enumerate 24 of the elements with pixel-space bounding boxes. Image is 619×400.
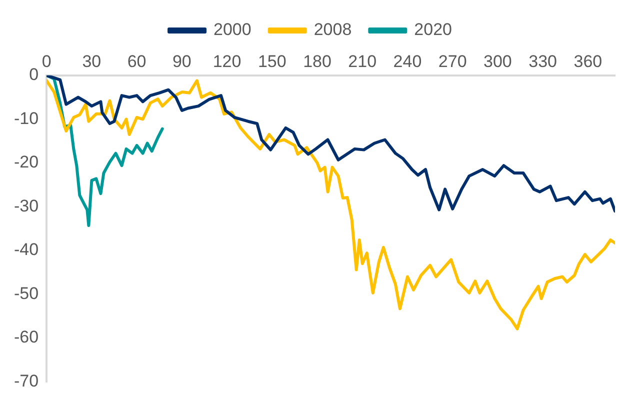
x-tick-label: 270 (438, 52, 467, 71)
x-tick-label: 30 (82, 52, 102, 71)
legend-label: 2008 (314, 20, 352, 40)
y-tick-label: -40 (14, 240, 39, 260)
x-tick-label: 330 (528, 52, 558, 71)
y-tick-label: -70 (14, 371, 39, 390)
y-tick-label: -50 (14, 284, 39, 303)
y-tick-label: -10 (14, 108, 39, 128)
x-tick-label: 300 (484, 52, 512, 71)
y-tick-label: -30 (14, 196, 39, 216)
x-tick-label: 150 (258, 52, 286, 71)
legend-label: 2000 (214, 20, 252, 40)
x-tick-label: 90 (172, 52, 192, 71)
x-tick-label: 240 (393, 52, 422, 71)
x-tick-label: 180 (303, 52, 332, 71)
x-tick-label: 210 (348, 52, 377, 71)
y-tick-label: 0 (29, 65, 39, 84)
x-tick-label: 120 (212, 52, 242, 71)
x-tick-label: 60 (127, 52, 146, 71)
y-tick-label: -60 (14, 328, 39, 347)
x-tick-label: 0 (42, 52, 52, 71)
x-tick-label: 360 (574, 52, 602, 71)
legend-label: 2020 (414, 20, 452, 40)
y-tick-label: -20 (14, 152, 39, 172)
